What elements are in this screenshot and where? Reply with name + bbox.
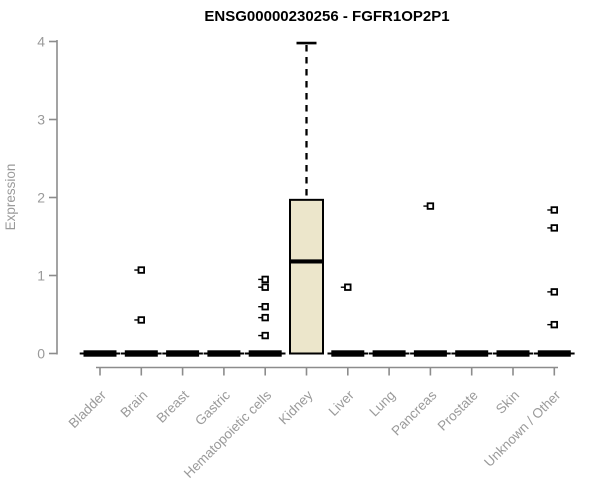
x-tick-label: Bladder (66, 387, 110, 431)
outlier-point (344, 283, 352, 291)
x-tick-label: Skin (493, 388, 522, 417)
y-tick-label: 4 (37, 34, 45, 50)
boxplot-group (121, 266, 162, 357)
y-axis-label: Expression (3, 164, 18, 231)
outlier-point (261, 275, 269, 284)
outlier-point (550, 320, 558, 329)
boxplot-group (327, 283, 369, 357)
boxplot-group (492, 350, 534, 357)
outlier-point (137, 266, 145, 274)
collapsed-box (166, 350, 200, 357)
boxplot-group (289, 41, 324, 355)
collapsed-box (372, 350, 406, 357)
boxplot-group (451, 350, 492, 357)
outlier-point (550, 206, 558, 214)
x-tick-label: Pancreas (389, 387, 440, 438)
y-tick-label: 2 (37, 190, 45, 206)
boxplot-group (368, 350, 410, 357)
x-tick-label: Gastric (192, 387, 233, 428)
chart-title: ENSG00000230256 - FGFR1OP2P1 (204, 8, 449, 25)
collapsed-box (413, 350, 447, 357)
boxplot-group (410, 202, 451, 357)
collapsed-box (207, 350, 241, 357)
x-tick-label: Prostate (435, 388, 481, 434)
boxplot-group (203, 350, 245, 357)
collapsed-box (248, 350, 282, 357)
x-tick-label: Kidney (276, 387, 316, 427)
boxplot-group (244, 275, 286, 357)
outlier-point (550, 288, 558, 296)
x-tick-label: Brain (118, 388, 151, 421)
outlier-point (261, 313, 269, 322)
collapsed-box (455, 350, 489, 357)
outlier-point (261, 302, 269, 311)
outlier-point (426, 202, 435, 210)
collapsed-box (83, 350, 117, 357)
collapsed-box (537, 350, 571, 357)
y-tick-label: 1 (37, 268, 45, 284)
collapsed-box (331, 350, 365, 357)
x-tick-label: Breast (154, 387, 192, 425)
boxplot-group (162, 350, 203, 357)
outlier-point (261, 331, 269, 340)
y-tick-label: 0 (37, 346, 45, 362)
x-tick-label: Lung (366, 388, 398, 420)
outlier-point (137, 316, 145, 324)
x-tick-label: Liver (326, 387, 358, 419)
boxplot-group (534, 206, 575, 357)
boxplot-group (79, 350, 121, 357)
collapsed-box (124, 350, 158, 357)
box (289, 198, 324, 355)
outlier-point (261, 283, 269, 291)
x-tick-label: Unknown / Other (481, 387, 564, 470)
y-tick-label: 3 (37, 112, 45, 128)
outlier-point (550, 224, 558, 232)
collapsed-box (496, 350, 530, 357)
